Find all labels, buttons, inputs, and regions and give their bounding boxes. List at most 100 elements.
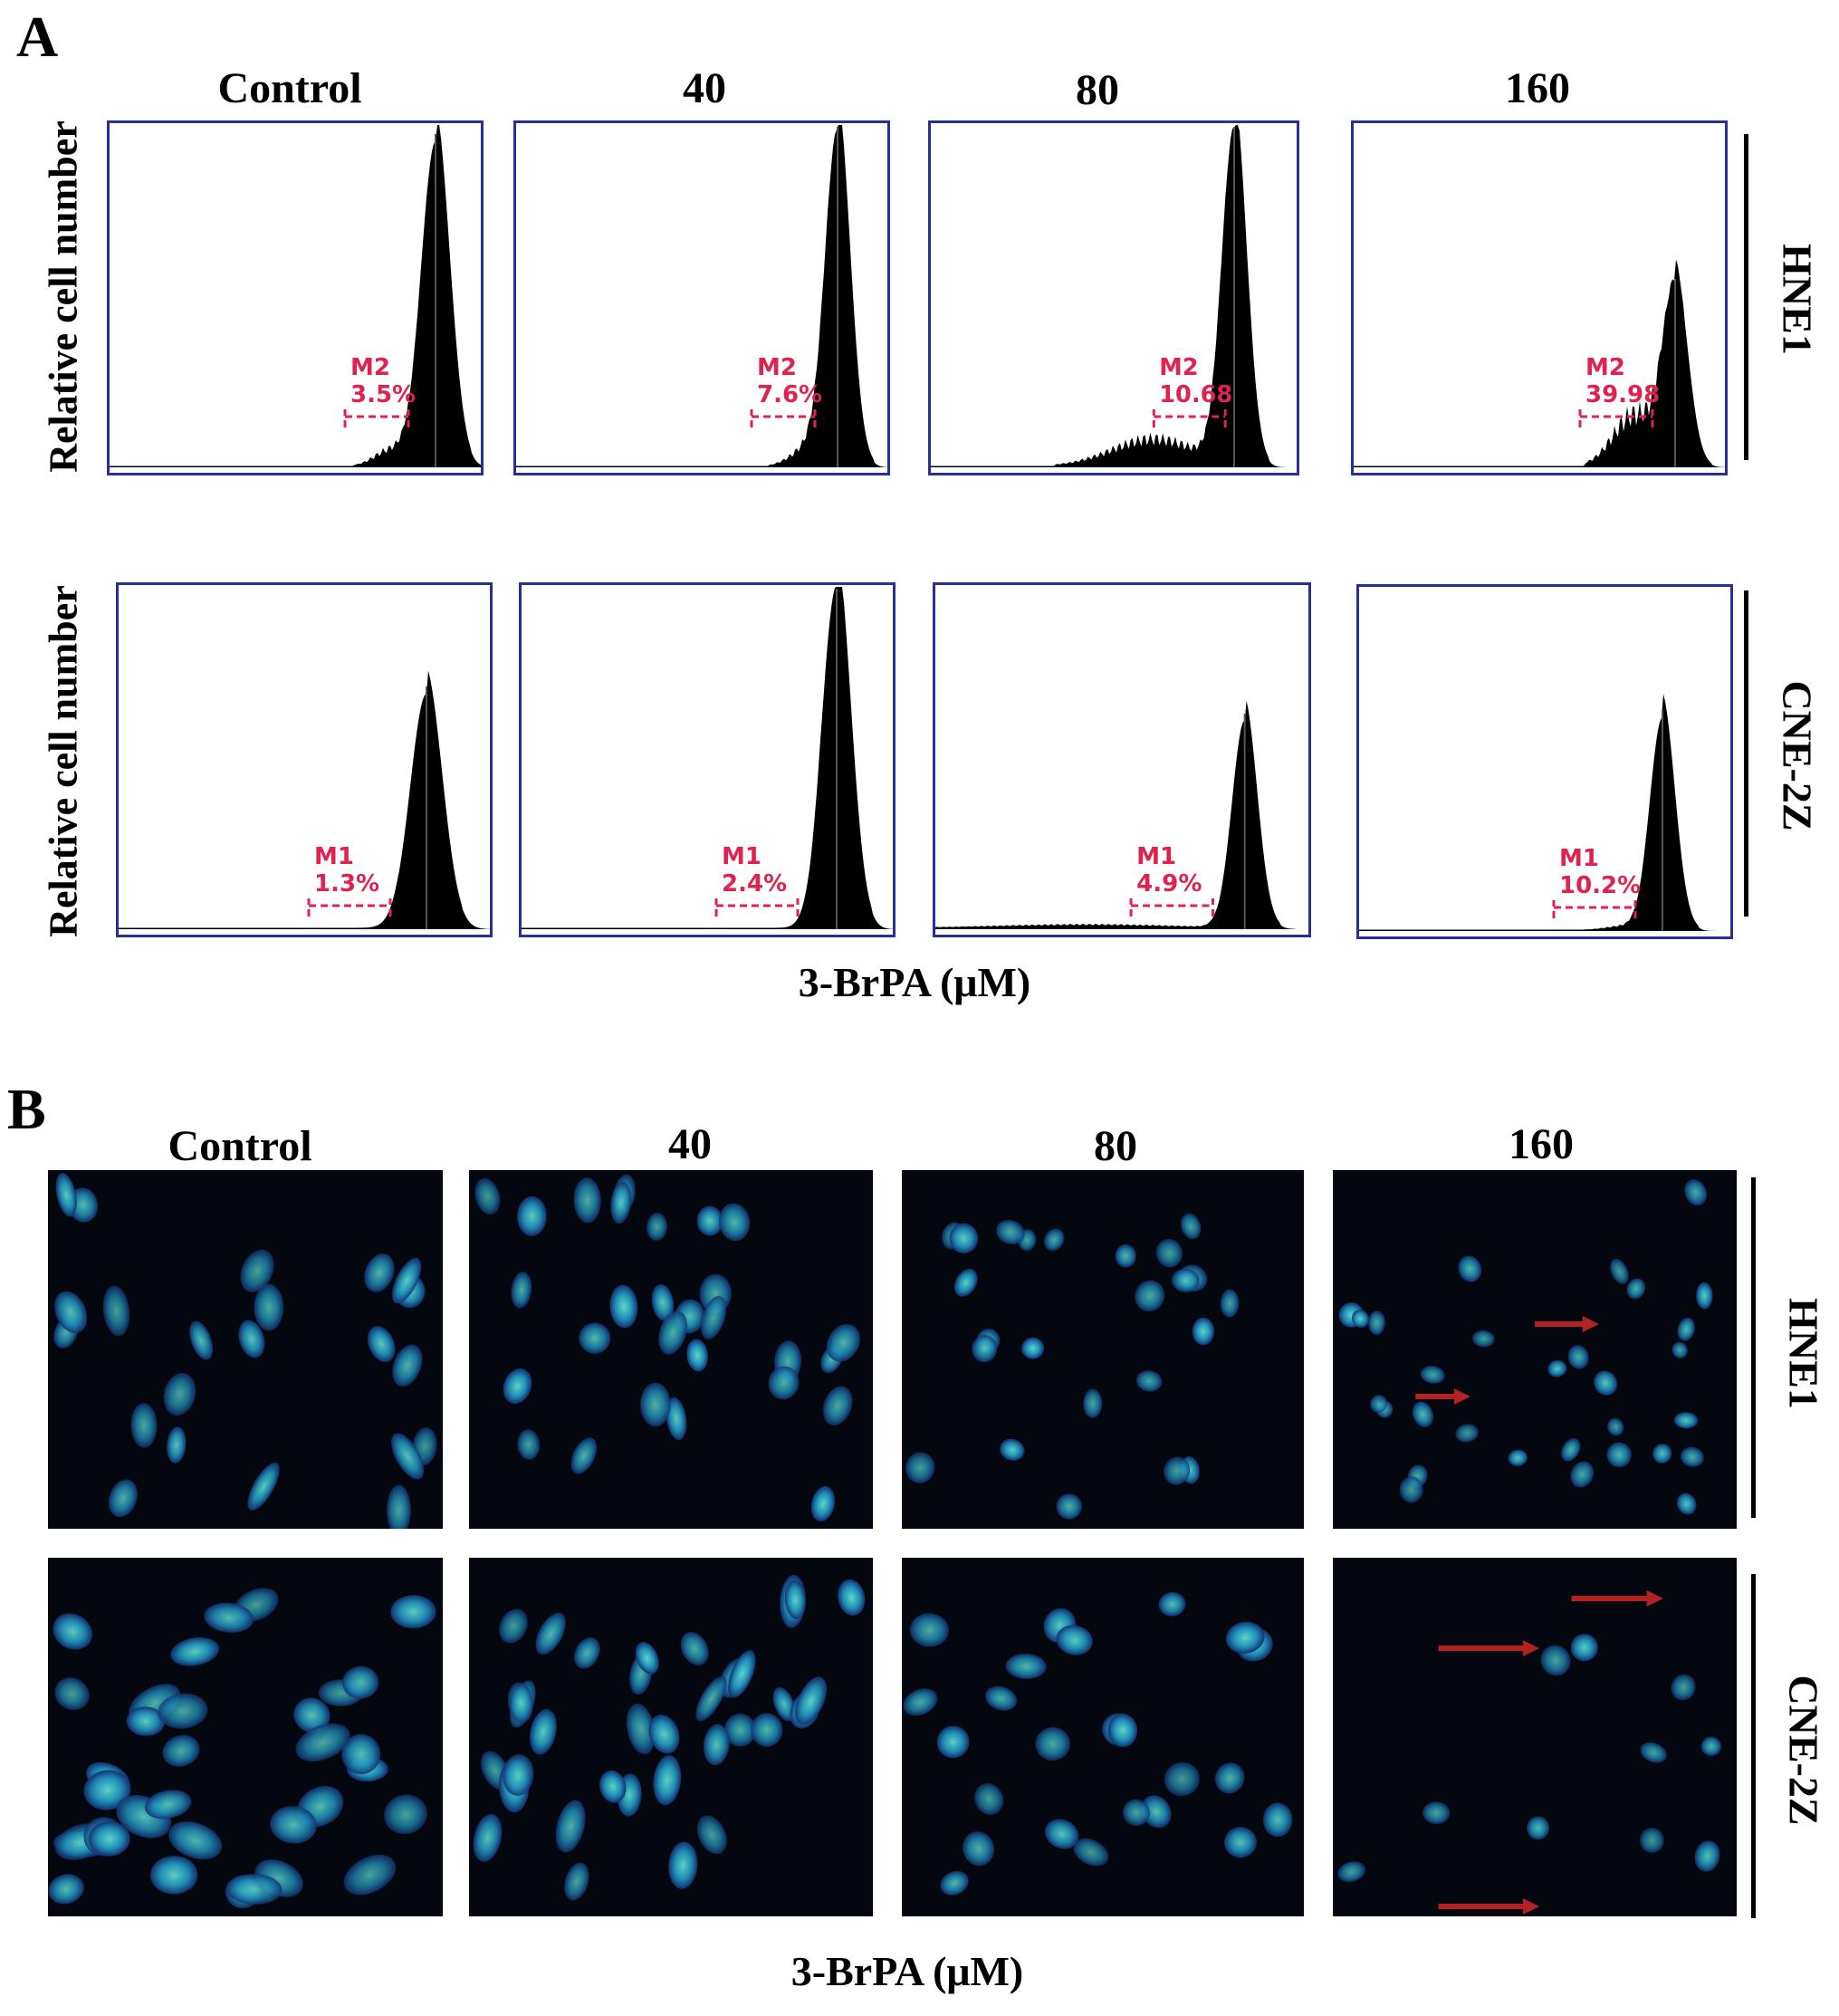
marker-percent: 10.68 — [1159, 381, 1232, 408]
cell-nucleus — [384, 1794, 427, 1835]
histogram-cne2z-control: M1 1.3% — [116, 582, 493, 937]
cell-nucleus — [1337, 1861, 1365, 1883]
cell-nucleus — [189, 1320, 214, 1360]
cell-nucleus — [342, 1666, 379, 1699]
cell-nucleus — [158, 1693, 208, 1729]
apoptosis-arrowhead — [1522, 1640, 1540, 1656]
histogram-cne2z-80: M1 4.9% — [933, 582, 1311, 937]
cell-nucleus — [1607, 1417, 1624, 1436]
cell-nucleus — [167, 1426, 187, 1464]
panel-b-letter: B — [7, 1077, 46, 1141]
cell-nucleus — [810, 1486, 836, 1522]
cell-nucleus — [648, 1714, 680, 1754]
marker-name: M2 — [1159, 354, 1198, 381]
cell-nucleus — [391, 1433, 425, 1480]
cell-nucleus — [564, 1862, 589, 1901]
cell-nucleus — [535, 1612, 566, 1655]
apoptosis-arrowhead — [1646, 1590, 1663, 1607]
marker-gate — [307, 898, 392, 917]
micrograph-hne1-80 — [902, 1170, 1304, 1529]
histogram-distribution — [1354, 259, 1725, 467]
cell-nucleus — [1570, 1634, 1598, 1662]
cell-nucleus — [680, 1631, 709, 1666]
panel-a-row-bracket-hne1 — [1744, 134, 1748, 460]
cell-nucleus — [474, 1177, 501, 1215]
cell-nucleus — [1671, 1341, 1689, 1358]
cell-nucleus — [1158, 1591, 1186, 1617]
cell-nucleus — [1471, 1330, 1495, 1348]
cell-nucleus — [1000, 1438, 1025, 1461]
panel-a-ylabel-hne1: Relative cell number — [41, 120, 86, 473]
panel-a-col-80: 80 — [1076, 66, 1119, 114]
cell-nucleus — [1021, 1337, 1045, 1359]
cell-nucleus — [784, 1580, 806, 1619]
cell-nucleus — [1225, 1621, 1265, 1654]
cell-nucleus — [1043, 1228, 1065, 1252]
cell-nucleus — [700, 1296, 727, 1339]
cell-nucleus — [703, 1723, 730, 1766]
cell-nucleus — [1677, 1317, 1695, 1341]
panel-b-col-40: 40 — [668, 1120, 712, 1168]
cell-nucleus — [1527, 1816, 1550, 1840]
panel-a-row-label-cne2z: CNE-2Z — [1774, 680, 1821, 831]
micrograph-hne1-control — [48, 1170, 443, 1529]
histogram-distribution — [516, 125, 887, 467]
cell-nucleus — [903, 1688, 938, 1716]
marker-name: M2 — [757, 354, 797, 381]
cell-nucleus — [149, 1856, 198, 1895]
histogram-hne1-control: M2 3.5% — [107, 120, 484, 475]
cell-nucleus — [936, 1725, 970, 1759]
cell-nucleus — [517, 1195, 547, 1236]
cell-nucleus — [364, 1253, 395, 1292]
cell-nucleus — [696, 1815, 727, 1855]
cell-nucleus — [529, 1709, 557, 1755]
cell-nucleus — [54, 1291, 88, 1334]
cell-nucleus — [1610, 1258, 1629, 1284]
cell-nucleus — [838, 1579, 866, 1616]
cell-nucleus — [391, 1257, 422, 1304]
panel-b-col-control: Control — [168, 1122, 312, 1170]
cell-nucleus — [473, 1814, 503, 1862]
cell-nucleus — [226, 1874, 283, 1905]
panel-a-letter: A — [16, 5, 59, 69]
cell-nucleus — [170, 1637, 219, 1666]
cell-nucleus — [1399, 1476, 1423, 1503]
cell-nucleus — [609, 1284, 638, 1329]
cell-nucleus — [55, 1173, 77, 1217]
panel-b-row-bracket-cne2z — [1751, 1574, 1756, 1918]
histogram-distribution — [935, 700, 1308, 929]
cell-nucleus — [695, 1675, 727, 1722]
cell-nucleus — [238, 1320, 265, 1358]
cell-nucleus — [517, 1429, 541, 1460]
cell-nucleus — [651, 1283, 675, 1321]
cell-nucleus — [1684, 1179, 1708, 1206]
apoptosis-arrowhead — [1522, 1898, 1540, 1915]
marker-percent: 2.4% — [722, 870, 787, 898]
marker-gate — [1552, 900, 1637, 918]
cell-nucleus — [499, 1608, 528, 1644]
cell-nucleus — [1700, 1736, 1722, 1756]
cell-nucleus — [1056, 1625, 1093, 1656]
cell-nucleus — [570, 1437, 598, 1474]
panel-b-col-80: 80 — [1094, 1122, 1137, 1170]
cell-nucleus — [686, 1339, 708, 1372]
cell-nucleus — [254, 1283, 284, 1331]
cell-nucleus — [1214, 1762, 1245, 1794]
cell-nucleus — [953, 1268, 978, 1297]
cell-nucleus — [1164, 1456, 1191, 1485]
cell-nucleus — [1671, 1674, 1696, 1701]
marker-name: M1 — [1559, 845, 1599, 872]
cell-nucleus — [772, 1687, 796, 1722]
cell-nucleus — [1164, 1762, 1201, 1797]
apoptosis-arrowhead — [1453, 1388, 1471, 1405]
panel-b-row-label-cne2z: CNE-2Z — [1780, 1675, 1827, 1826]
cell-nucleus — [1455, 1424, 1479, 1443]
cell-nucleus — [1422, 1801, 1451, 1825]
cell-nucleus — [949, 1223, 979, 1253]
panel-a-col-160: 160 — [1505, 64, 1570, 112]
cell-nucleus — [1547, 1359, 1567, 1378]
cell-nucleus — [144, 1790, 192, 1819]
cell-nucleus — [247, 1462, 280, 1511]
cell-nucleus — [270, 1806, 317, 1844]
cell-nucleus — [1368, 1310, 1385, 1335]
